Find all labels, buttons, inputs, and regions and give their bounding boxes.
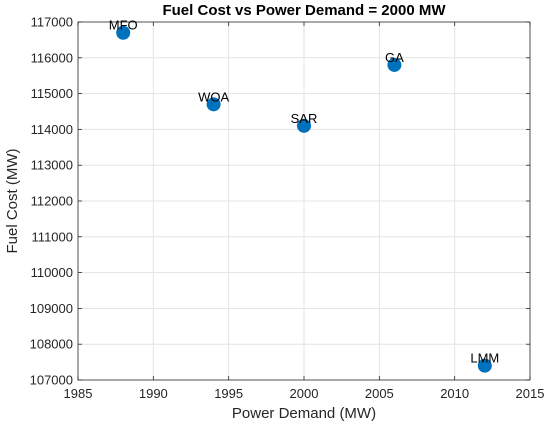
x-axis: 1985 1990 1995 2000 2005 2010 2015 [64, 22, 545, 401]
x-axis-label: Power Demand (MW) [232, 405, 376, 422]
data-point-label: LMM [470, 351, 499, 366]
data-points: MFO WOA SAR GA LMM [109, 18, 499, 373]
y-tick-label: 114000 [31, 122, 73, 137]
y-tick-label: 116000 [31, 50, 73, 65]
data-point [206, 97, 221, 112]
chart-title: Fuel Cost vs Power Demand = 2000 MW [162, 2, 446, 19]
x-tick-label: 2000 [290, 386, 319, 401]
data-point [116, 25, 131, 40]
data-point-label: WOA [198, 89, 229, 104]
y-tick-label: 117000 [31, 15, 73, 30]
x-tick-label: 2005 [365, 386, 394, 401]
grid [78, 22, 530, 380]
y-tick-label: 109000 [30, 301, 73, 316]
y-tick-label: 112000 [31, 194, 73, 209]
data-point-label: GA [385, 50, 404, 65]
y-axis-label: Fuel Cost (MW) [4, 148, 21, 253]
data-point-label: MFO [109, 18, 138, 33]
x-tick-label: 2010 [440, 386, 469, 401]
x-tick-label: 1985 [64, 386, 93, 401]
x-tick-label: 1990 [139, 386, 168, 401]
y-axis: 107000 108000 109000 110000 111000 112000 1130… [30, 15, 530, 388]
y-tick-label: 111000 [32, 229, 73, 244]
x-tick-label: 1995 [214, 386, 243, 401]
y-tick-label: 110000 [31, 265, 73, 280]
y-tick-label: 107000 [30, 373, 73, 388]
data-point-label: SAR [291, 111, 318, 126]
data-point [297, 118, 311, 133]
data-point [477, 358, 492, 373]
y-tick-label: 115000 [31, 86, 73, 101]
data-point [387, 57, 402, 72]
x-tick-label: 2015 [516, 386, 545, 401]
y-tick-label: 108000 [30, 337, 73, 352]
y-tick-label: 113000 [31, 158, 73, 173]
